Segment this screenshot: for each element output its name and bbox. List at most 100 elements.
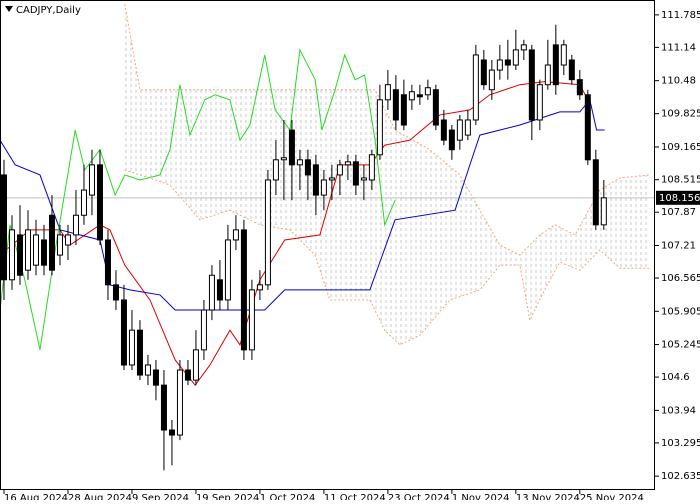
y-tick-label: 110.48	[661, 76, 696, 87]
indicator-line	[0, 98, 605, 311]
candle-body	[328, 177, 335, 181]
candle-body	[384, 84, 391, 101]
candle-body	[600, 197, 607, 226]
candle-body	[160, 384, 167, 431]
candle-body	[440, 119, 447, 141]
candle-body	[176, 369, 183, 436]
x-tick-label: 25 Nov 2024	[580, 493, 644, 500]
ichimoku-cloud	[124, 4, 650, 345]
candle-body	[64, 234, 71, 246]
candle-body	[456, 119, 463, 141]
candle-body	[0, 174, 7, 281]
y-tick-label: 103.295	[661, 438, 700, 449]
y-tick-label: 107.21	[661, 241, 696, 252]
y-tick-label: 107.87	[661, 207, 696, 218]
candle-body	[16, 234, 23, 276]
plot-frame	[0, 0, 655, 490]
candle-body	[72, 214, 79, 236]
candle-body	[96, 164, 103, 241]
candle-body	[552, 44, 559, 86]
candle-body	[280, 157, 287, 161]
candle-body	[432, 89, 439, 126]
candle-body	[512, 49, 519, 66]
plot-area	[0, 3, 655, 471]
candle-body	[312, 164, 319, 196]
cloud-span	[124, 169, 650, 346]
candle-body	[216, 279, 223, 301]
candle-body	[256, 284, 263, 291]
candle-body	[240, 229, 247, 351]
candle-body	[40, 239, 47, 266]
candle-body	[88, 164, 95, 196]
x-tick-label: 16 Aug 2024	[4, 493, 68, 500]
candle-body	[128, 329, 135, 366]
candle-body	[344, 161, 351, 166]
candle-body	[152, 369, 159, 386]
candle-body	[200, 309, 207, 351]
indicator-line	[0, 48, 396, 350]
x-tick-label: 23 Oct 2024	[388, 493, 450, 500]
menu-arrow[interactable]	[5, 6, 13, 12]
y-tick-label: 104.6	[661, 372, 690, 383]
candle-body	[104, 239, 111, 286]
candle-body	[32, 234, 39, 266]
candle-body	[360, 177, 367, 181]
candle-body	[480, 59, 487, 86]
x-tick-label: 9 Sep 2024	[132, 493, 189, 500]
candle-body	[368, 154, 375, 181]
candle-body	[528, 49, 535, 121]
candle-body	[224, 239, 231, 301]
candle-body	[56, 234, 63, 256]
x-tick-label: 1 Nov 2024	[452, 493, 510, 500]
y-tick-label: 111.14	[661, 42, 696, 53]
candle-body	[320, 179, 327, 196]
y-tick-label: 109.165	[661, 142, 700, 153]
y-tick-label: 103.94	[661, 405, 696, 416]
candle-body	[248, 289, 255, 351]
price-tag-label: 108.156	[659, 193, 700, 204]
candle-body	[544, 64, 551, 86]
candle-body	[400, 94, 407, 126]
candle-body	[232, 229, 239, 241]
candle-body	[416, 94, 423, 98]
y-tick-label: 108.515	[661, 175, 700, 186]
y-tick-label: 105.905	[661, 306, 700, 317]
candle-body	[304, 159, 311, 176]
candle-body	[592, 159, 599, 226]
candle-body	[584, 94, 591, 161]
price-tag	[656, 190, 700, 205]
y-tick-label: 111.785	[661, 10, 700, 21]
candle-body	[392, 89, 399, 121]
candle-body	[24, 229, 31, 271]
candle-body	[272, 159, 279, 181]
candle-body	[192, 349, 199, 381]
candle-body	[8, 229, 15, 281]
y-tick-label: 105.245	[661, 340, 700, 351]
candle-body	[496, 59, 503, 71]
x-tick-label: 19 Sep 2024	[196, 493, 259, 500]
y-tick-label: 106.565	[661, 273, 700, 284]
y-tick-label: 109.825	[661, 109, 700, 120]
candle-body	[376, 99, 383, 156]
candle-body	[536, 84, 543, 121]
candle-body	[136, 329, 143, 376]
candle-body	[472, 54, 479, 121]
candle-body	[448, 129, 455, 151]
candle-body	[288, 129, 295, 166]
candle-body	[120, 299, 127, 366]
candle-body	[296, 159, 303, 166]
candle-body	[352, 161, 359, 186]
candle-body	[264, 179, 271, 286]
candle-body	[464, 119, 471, 136]
x-tick-label: 28 Aug 2024	[68, 493, 132, 500]
candle-body	[336, 164, 343, 176]
candle-body	[80, 189, 87, 216]
candle-body	[168, 429, 175, 436]
candle-body	[488, 69, 495, 91]
candle-body	[424, 87, 431, 96]
x-tick-label: 1 Oct 2024	[260, 493, 315, 500]
candle-body	[560, 44, 567, 66]
candle-body	[112, 284, 119, 301]
candle-body	[48, 214, 55, 271]
